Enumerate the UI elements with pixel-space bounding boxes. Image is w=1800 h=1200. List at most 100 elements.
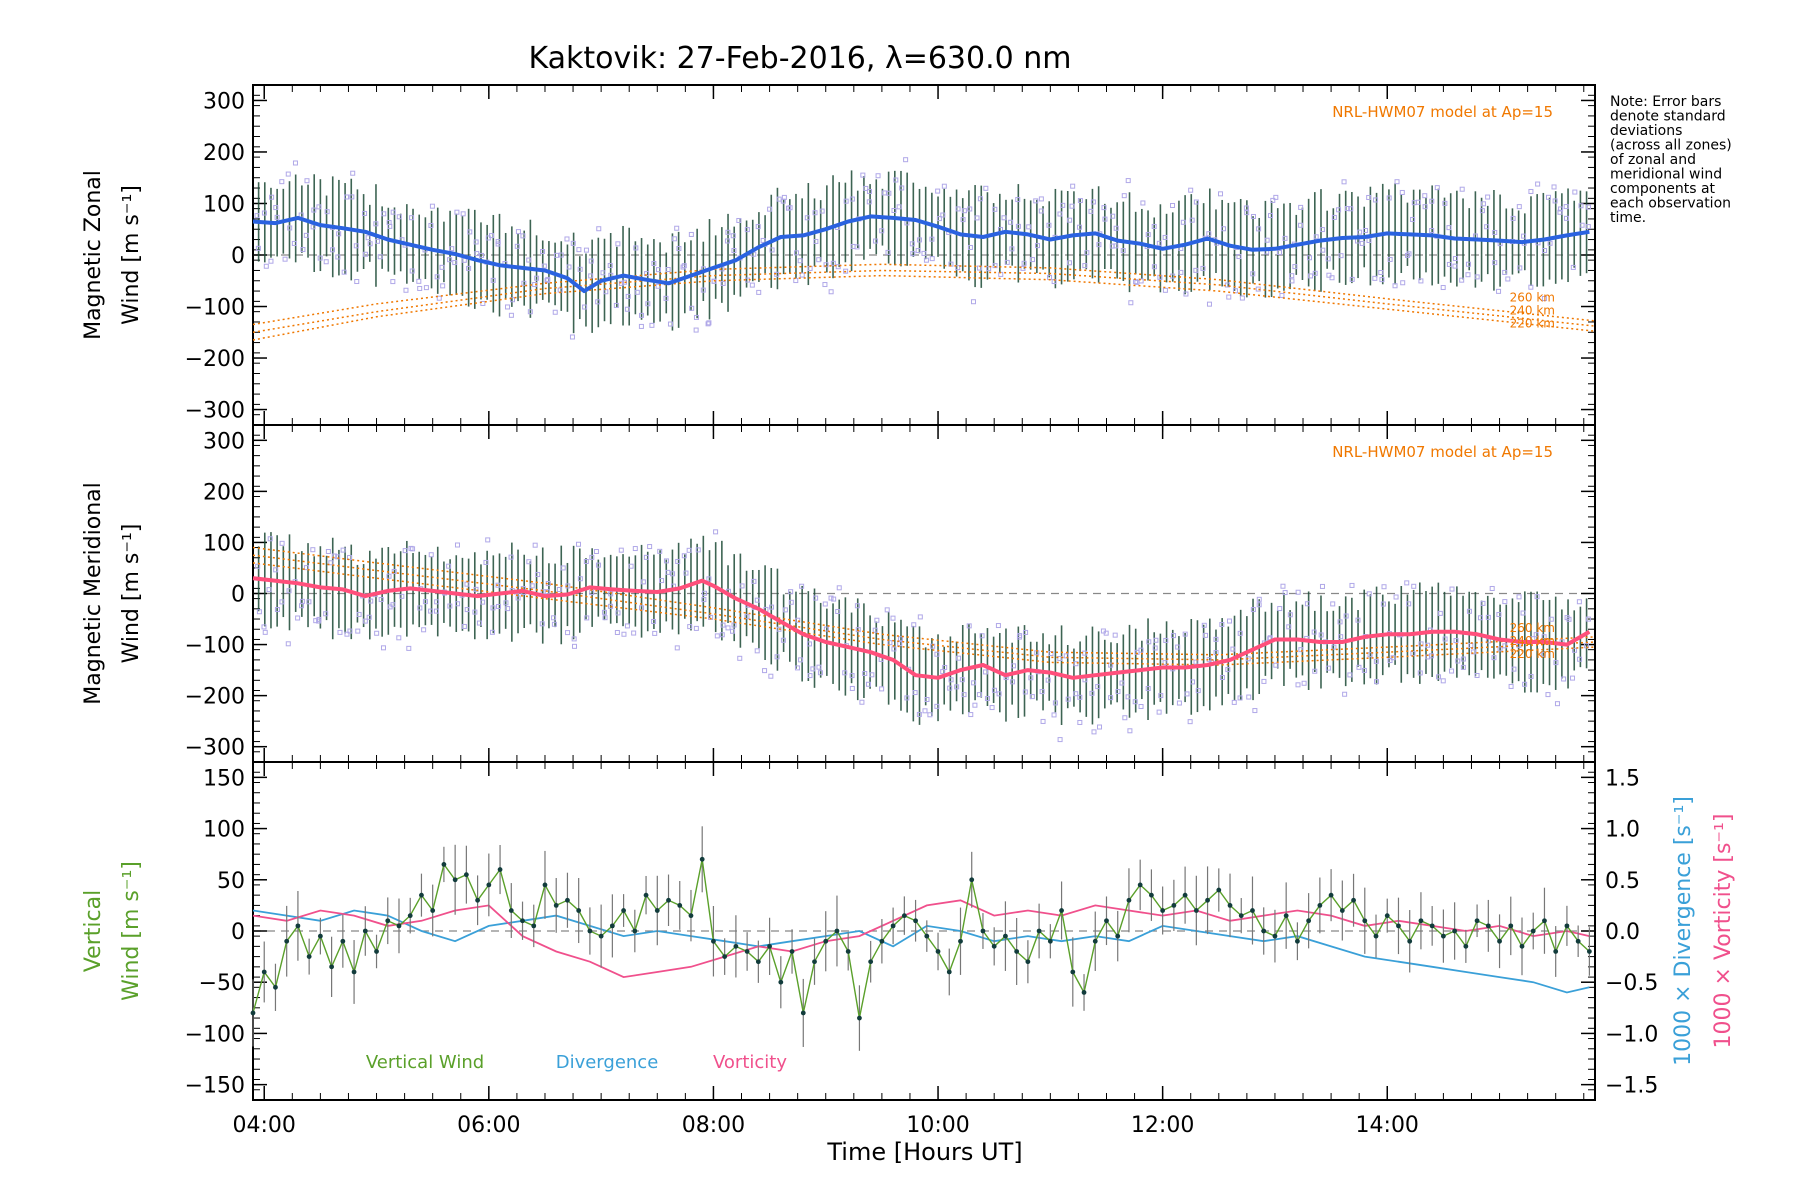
vertical-wind-point	[1530, 928, 1536, 934]
zone-sample	[279, 179, 285, 185]
zone-sample	[1183, 291, 1189, 297]
vertical-wind-point	[609, 923, 615, 929]
zone-sample	[295, 615, 301, 621]
zone-sample	[1140, 200, 1146, 206]
zone-sample	[859, 699, 865, 705]
zone-sample	[262, 629, 268, 635]
zone-sample	[903, 157, 909, 163]
zone-sample	[603, 289, 609, 295]
zone-sample	[1497, 646, 1503, 652]
zone-sample	[436, 295, 442, 301]
zone-sample	[720, 622, 726, 628]
vertical-wind-point	[250, 1010, 256, 1016]
vertical-wind-point	[385, 918, 391, 924]
zone-sample	[454, 209, 460, 215]
zone-sample	[1076, 224, 1082, 230]
zone-sample	[979, 633, 985, 639]
zone-sample	[836, 585, 842, 591]
zone-sample	[266, 587, 272, 593]
zone-sample	[1552, 198, 1558, 204]
zone-sample	[313, 618, 319, 624]
y-tick-label: −50	[199, 971, 245, 996]
zone-sample	[335, 254, 341, 260]
zone-sample	[473, 239, 479, 245]
zone-sample	[1337, 619, 1343, 625]
y-tick-label: −100	[185, 634, 245, 659]
zone-sample	[787, 205, 793, 211]
zone-sample	[897, 641, 903, 647]
zone-sample	[1016, 634, 1022, 640]
zone-sample	[409, 268, 415, 274]
zone-sample	[874, 617, 880, 623]
figure-title: Kaktovik: 27-Feb-2016, λ=630.0 nm	[528, 41, 1071, 76]
zone-sample	[633, 245, 639, 251]
zone-sample	[1097, 724, 1103, 730]
zone-sample	[1120, 248, 1126, 254]
zone-sample	[1319, 583, 1325, 589]
zone-sample	[1508, 683, 1514, 689]
zone-sample	[552, 309, 558, 315]
zone-sample	[816, 257, 822, 263]
note-line: each observation	[1610, 196, 1731, 212]
zonal-wind-panel: 300 200 100 0 −100 −200 −300 Magnetic Zonal Wind…	[81, 84, 1596, 426]
zone-sample	[1406, 251, 1412, 257]
zone-sample	[1273, 194, 1279, 200]
mean-wind-line	[252, 214, 1590, 294]
zone-sample	[1051, 712, 1057, 718]
zone-sample	[1279, 292, 1285, 298]
zone-sample	[353, 243, 359, 249]
zone-sample	[1095, 684, 1101, 690]
zone-sample	[1579, 222, 1585, 228]
zone-sample	[601, 609, 607, 615]
zone-sample	[349, 194, 355, 200]
vertical-wind-point	[688, 913, 694, 919]
zone-sample	[1110, 213, 1116, 219]
zone-sample	[730, 233, 736, 239]
model-height-label: 240 km	[1510, 634, 1555, 648]
zone-sample	[1318, 632, 1324, 638]
zone-sample	[300, 247, 306, 253]
zone-sample	[1307, 255, 1313, 261]
zone-sample	[1057, 655, 1063, 661]
zone-sample	[535, 572, 541, 578]
zone-sample	[714, 633, 720, 639]
zone-sample	[686, 547, 692, 553]
zone-sample	[1460, 656, 1466, 662]
vertical-wind-point	[1283, 913, 1289, 919]
zone-sample	[1492, 260, 1498, 266]
zone-sample	[328, 560, 334, 566]
zone-sample	[306, 599, 312, 605]
legend-entry: Vorticity	[713, 1052, 787, 1073]
zone-sample	[799, 272, 805, 278]
zone-sample	[254, 213, 260, 219]
zone-sample	[835, 608, 841, 614]
zone-sample	[1399, 189, 1405, 195]
zone-sample	[804, 215, 810, 221]
zone-sample	[681, 263, 687, 269]
zone-sample	[324, 209, 330, 215]
zone-sample	[1232, 288, 1238, 294]
vertical-wind-point	[587, 928, 593, 934]
zone-sample	[813, 238, 819, 244]
zone-sample	[577, 576, 583, 582]
zone-sample	[428, 608, 434, 614]
y-tick-label: 300	[203, 89, 245, 114]
zone-sample	[1298, 204, 1304, 210]
zone-sample	[377, 254, 383, 260]
zone-sample	[655, 283, 661, 289]
zone-sample	[1286, 624, 1292, 630]
zone-sample	[1264, 237, 1270, 243]
zone-sample	[762, 668, 768, 674]
y2-tick-label: 1.5	[1605, 766, 1640, 791]
zone-sample	[1277, 606, 1283, 612]
vertical-wind-point	[486, 882, 492, 888]
zone-sample	[649, 322, 655, 328]
vertical-wind-point	[565, 897, 570, 903]
zone-sample	[1163, 637, 1169, 643]
y-tick-label: 200	[203, 141, 245, 166]
zone-sample	[329, 247, 335, 253]
zone-sample	[1009, 246, 1015, 252]
zone-sample	[1428, 653, 1434, 659]
zone-sample	[615, 610, 621, 616]
zone-sample	[1273, 662, 1279, 668]
